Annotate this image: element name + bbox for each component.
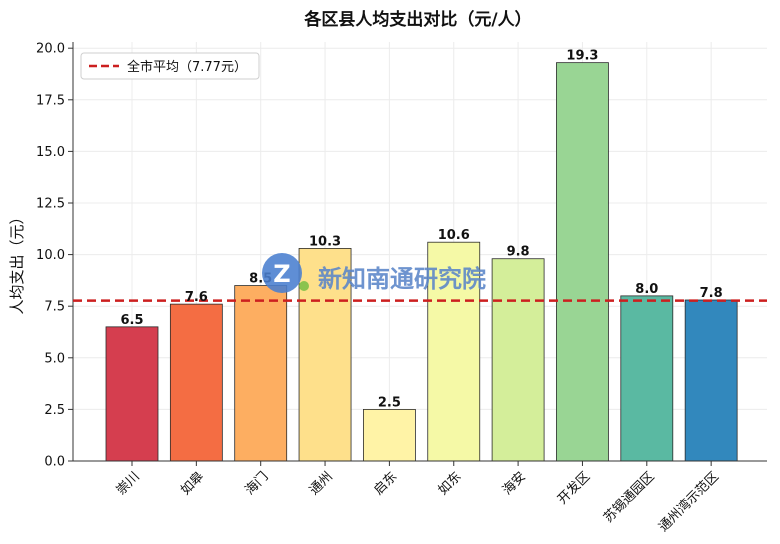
x-tick-label: 通州	[307, 469, 336, 498]
y-tick-label: 10.0	[36, 248, 65, 263]
x-tick-label: 如东	[435, 469, 465, 499]
bar-value-label: 8.0	[635, 282, 658, 297]
y-tick-label: 17.5	[36, 93, 65, 108]
bars	[105, 62, 738, 462]
bar-1	[105, 326, 159, 462]
legend-box	[80, 52, 260, 80]
watermark-text: 新知南通研究院	[318, 265, 486, 293]
y-tick-label: 15.0	[36, 145, 65, 160]
y-axis-label: 人均支出（元）	[8, 209, 26, 314]
y-tick-label: 20.0	[36, 42, 65, 57]
watermark: Z 新知南通研究院	[262, 253, 486, 293]
x-tick-label: 启东	[371, 469, 400, 498]
x-tick-label: 崇川	[114, 469, 143, 498]
bar-value-label: 10.6	[438, 228, 470, 243]
chart-title: 各区县人均支出对比（元/人）	[303, 9, 531, 30]
bar-value-label: 9.8	[507, 245, 530, 260]
y-tick-label: 2.5	[44, 403, 65, 418]
bar-4	[298, 248, 352, 462]
bar-6	[427, 241, 481, 462]
watermark-leaf	[299, 281, 309, 291]
bar-value-label: 7.6	[185, 290, 208, 305]
bar-value-label: 7.8	[700, 286, 723, 301]
y-tick-label: 7.5	[44, 300, 65, 315]
bar-7	[491, 258, 545, 462]
bar-value-label: 6.5	[120, 313, 143, 328]
bar-value-labels: 6.57.68.510.32.510.69.819.38.0 7.8	[120, 49, 722, 411]
x-tick-label: 如皋	[177, 469, 207, 499]
legend-label: 全市平均（7.77元）	[127, 59, 247, 75]
bar-9	[620, 295, 674, 462]
watermark-logo-letter: Z	[273, 260, 290, 288]
legend: 全市平均（7.77元）	[80, 52, 260, 80]
x-tick-label: 开发区	[554, 469, 593, 508]
bar-2	[169, 303, 223, 462]
bar-5	[362, 408, 416, 462]
x-tick-label: 苏锡通园区	[600, 469, 657, 526]
bar-value-label: 10.3	[309, 234, 341, 249]
y-tick-label: 5.0	[44, 351, 65, 366]
y-tick-label: 0.0	[44, 455, 65, 470]
x-tick-label: 通州湾示范区	[655, 469, 721, 535]
bar-8	[556, 62, 609, 462]
x-tick-label: 海安	[500, 469, 529, 498]
bar-10	[684, 299, 738, 462]
y-tick-label: 12.5	[36, 196, 65, 211]
bar-value-label: 19.3	[566, 49, 598, 64]
watermark-logo-circle	[262, 253, 302, 293]
bar-value-label: 2.5	[378, 395, 401, 410]
x-tick-label: 海门	[243, 469, 272, 498]
bar-3	[234, 285, 288, 462]
